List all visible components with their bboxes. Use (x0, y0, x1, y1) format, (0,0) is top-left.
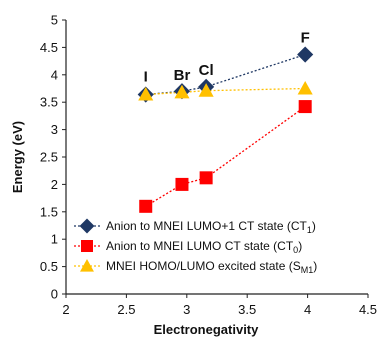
series-2-point (139, 199, 153, 213)
y-tick-label: 1 (51, 232, 58, 247)
y-tick-label: 3 (51, 122, 58, 137)
series-3-point (138, 86, 154, 101)
legend-marker-3 (80, 259, 94, 272)
y-tick-label: 5 (51, 13, 58, 28)
series-2-point (199, 171, 213, 185)
x-tick-label: 2 (62, 302, 69, 317)
series-1-point (297, 46, 314, 63)
point-label: Cl (199, 62, 214, 79)
legend-marker-2 (81, 240, 93, 252)
legend-label-1: Anion to MNEI LUMO+1 CT state (CT1) (106, 219, 316, 235)
y-tick-label: 1.5 (40, 204, 58, 219)
x-tick-label: 3 (183, 302, 190, 317)
legend-label-3: MNEI HOMO/LUMO excited state (SM1) (106, 259, 317, 275)
point-label: I (144, 68, 148, 85)
legend-marker-1 (79, 218, 95, 234)
y-tick-label: 3.5 (40, 95, 58, 110)
x-axis-title: Electronegativity (154, 322, 260, 337)
y-tick-label: 0 (51, 287, 58, 302)
series-2-point (175, 177, 189, 191)
series-line-2 (145, 106, 306, 207)
y-tick-label: 4.5 (40, 40, 58, 55)
y-axis-title: Energy (eV) (10, 121, 25, 193)
point-label: F (301, 30, 310, 47)
y-tick-label: 2 (51, 177, 58, 192)
legend-label-2: Anion to MNEI LUMO CT state (CT0) (106, 239, 302, 255)
legend: Anion to MNEI LUMO+1 CT state (CT1) Anion… (74, 218, 317, 275)
x-tick-label: 2.5 (117, 302, 135, 317)
y-tick-label: 0.5 (40, 259, 58, 274)
series-3-point (297, 80, 313, 95)
series-3-point (198, 83, 214, 97)
series-2-point (298, 100, 312, 114)
series-lines (145, 53, 306, 207)
x-tick-label: 3.5 (238, 302, 256, 317)
series-points (137, 46, 314, 213)
axes: 0 0.5 1 1.5 2 2.5 3 3.5 4 4.5 5 2 2.5 3 3.5 4 4.5 (40, 13, 377, 318)
y-tick-label: 4 (51, 67, 58, 82)
point-label: Br (174, 67, 191, 84)
x-tick-label: 4.5 (359, 302, 377, 317)
point-labels: I Br Cl F (144, 30, 310, 86)
series-line-3 (145, 87, 306, 96)
series-line-1 (145, 53, 306, 96)
x-tick-label: 4 (304, 302, 311, 317)
series-3-point (174, 84, 190, 99)
y-tick-label: 2.5 (40, 150, 58, 165)
